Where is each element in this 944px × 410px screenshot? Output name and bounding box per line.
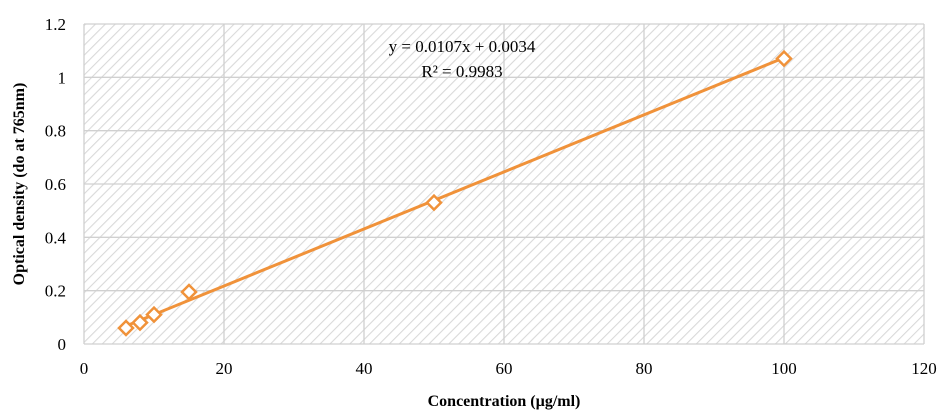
y-tick-label: 0.6 — [45, 175, 66, 194]
y-tick-label: 0.8 — [45, 122, 66, 141]
x-axis-title: Concentration (µg/ml) — [428, 393, 581, 410]
x-tick-label: 0 — [80, 359, 89, 378]
y-ticks: 0 0.2 0.4 0.6 0.8 1 1.2 — [45, 15, 67, 354]
grid — [83, 23, 925, 345]
data-point-marker — [180, 283, 198, 301]
data-point-marker — [425, 193, 443, 212]
trendline-r2: R² = 0.9983 — [421, 62, 502, 81]
y-tick-label: 0 — [58, 335, 67, 354]
y-axis-title: Optical density (do at 765nm) — [11, 83, 28, 286]
x-tick-label: 40 — [356, 359, 373, 378]
x-tick-label: 60 — [496, 359, 513, 378]
data-point-marker — [131, 313, 149, 332]
data-point-marker — [145, 305, 163, 324]
data-points — [117, 49, 793, 337]
y-tick-label: 1 — [58, 68, 67, 87]
x-tick-label: 20 — [216, 359, 233, 378]
data-point-marker — [117, 319, 135, 337]
trendline-equation: y = 0.0107x + 0.0034 — [389, 37, 536, 56]
data-point-marker — [775, 49, 793, 68]
x-tick-label: 80 — [636, 359, 653, 378]
y-tick-label: 0.2 — [45, 282, 66, 301]
y-tick-label: 1.2 — [45, 15, 66, 34]
x-ticks: 0 20 40 60 80 100 120 — [80, 359, 937, 378]
x-tick-label: 120 — [911, 359, 937, 378]
trendline-line — [125, 56, 785, 328]
trendline — [125, 56, 785, 328]
y-tick-label: 0.4 — [45, 228, 67, 247]
x-tick-label: 100 — [771, 359, 797, 378]
